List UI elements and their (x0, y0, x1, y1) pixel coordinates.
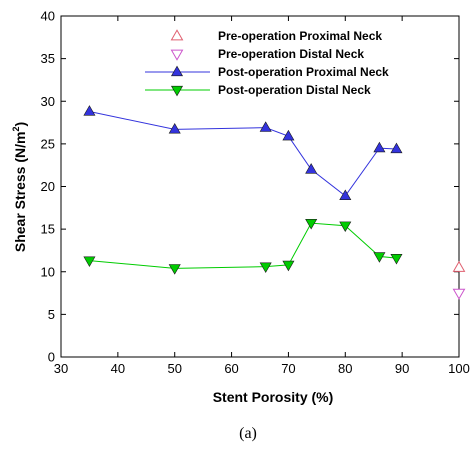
x-tick-label: 70 (281, 361, 295, 376)
legend-item: Pre-operation Proximal Neck (170, 29, 382, 43)
data-point (339, 221, 352, 233)
data-point (373, 141, 386, 153)
legend-marker (170, 29, 184, 41)
data-point (339, 189, 352, 201)
figure-caption: (a) (239, 425, 257, 442)
data-point (390, 142, 403, 154)
data-point (282, 260, 295, 272)
data-point (373, 252, 386, 263)
legend-label: Post-operation Distal Neck (218, 83, 371, 97)
legend: Pre-operation Proximal Neck Pre-operation… (145, 29, 389, 97)
y-tick-label: 0 (48, 350, 55, 365)
data-point (452, 260, 466, 272)
data-point (83, 256, 96, 268)
x-tick-label: 60 (224, 361, 238, 376)
x-axis-label: Stent Porosity (%) (213, 389, 334, 405)
data-point (83, 105, 96, 116)
series-0 (452, 260, 466, 272)
data-point (305, 219, 318, 230)
y-tick-label: 10 (41, 264, 55, 279)
y-tick-label: 15 (41, 222, 55, 237)
y-tick-label: 25 (41, 136, 55, 151)
legend-marker (170, 85, 184, 97)
y-axis-label-end: ) (12, 122, 28, 127)
legend-label: Post-operation Proximal Neck (218, 65, 389, 79)
legend-marker (170, 49, 184, 61)
x-tick-label: 40 (111, 361, 125, 376)
data-point (452, 288, 466, 300)
y-tick-label: 40 (41, 9, 55, 24)
legend-marker (170, 65, 184, 77)
legend-label: Pre-operation Proximal Neck (218, 29, 382, 43)
data-point (168, 264, 181, 275)
y-tick-label: 5 (48, 307, 55, 322)
y-tick-label: 20 (41, 179, 55, 194)
data-point (168, 123, 181, 134)
series-line (89, 110, 397, 197)
x-tick-label: 80 (338, 361, 352, 376)
x-tick-label: 50 (167, 361, 181, 376)
legend-item: Post-operation Proximal Neck (145, 65, 389, 79)
y-tick-label: 30 (41, 94, 55, 109)
y-tick-label: 35 (41, 51, 55, 66)
series-3 (83, 219, 403, 275)
data-point (259, 262, 272, 273)
x-tick-label: 30 (54, 361, 68, 376)
series-2 (83, 105, 403, 201)
data-point (390, 253, 403, 265)
y-axis-label: Shear Stress (N/m2) (11, 122, 28, 252)
axes: 30 40 50 60 70 80 90 100 0 5 10 15 20 25 30 35 40 (41, 9, 470, 377)
x-tick-label: 100 (448, 361, 470, 376)
data-point (305, 163, 318, 174)
legend-item: Pre-operation Distal Neck (170, 47, 364, 61)
data-point (259, 121, 272, 132)
series-line (89, 222, 397, 269)
series-1 (452, 288, 466, 300)
y-axis-label-main: Shear Stress (N/m (12, 132, 28, 253)
x-tick-label: 90 (395, 361, 409, 376)
series-layer (83, 105, 466, 300)
y-axis-label-sup: 2 (11, 127, 21, 132)
legend-label: Pre-operation Distal Neck (218, 47, 364, 61)
data-point (282, 129, 295, 141)
legend-item: Post-operation Distal Neck (145, 83, 371, 97)
